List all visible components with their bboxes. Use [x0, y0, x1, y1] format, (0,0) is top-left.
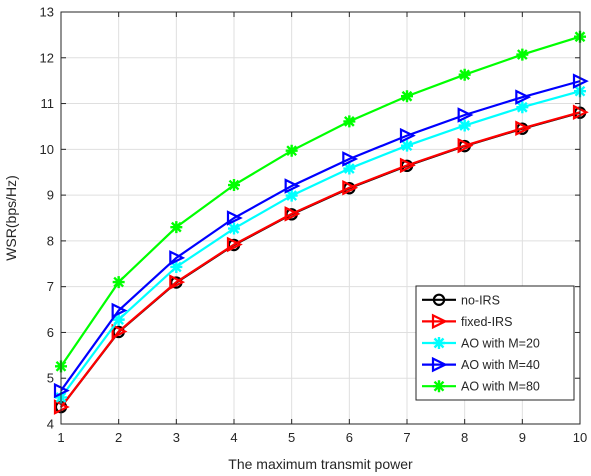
point-marker: [170, 221, 183, 234]
y-tick-label: 7: [47, 279, 54, 294]
y-tick-label: 4: [47, 417, 54, 432]
series-line: [60, 111, 581, 408]
plot-frame: [60, 11, 581, 425]
point-marker: [169, 274, 186, 290]
point-marker: [112, 313, 125, 326]
legend-item: AO with M=20: [422, 337, 540, 351]
point-marker: [285, 189, 298, 202]
legend-label: AO with M=40: [461, 358, 540, 372]
point-marker: [284, 178, 301, 194]
point-marker: [112, 276, 125, 289]
point-marker: [433, 380, 445, 393]
x-tick-label: 10: [573, 430, 587, 445]
x-tick-label: 1: [57, 430, 64, 445]
x-tick-label: 9: [519, 430, 526, 445]
x-tick-label: 4: [230, 430, 237, 445]
point-marker: [343, 162, 356, 175]
point-marker: [228, 222, 240, 235]
point-marker: [515, 89, 532, 105]
point-marker: [457, 107, 474, 123]
series-line: [60, 35, 581, 367]
x-axis-label: The maximum transmit power: [228, 456, 413, 472]
point-marker: [285, 144, 298, 157]
x-tick-label: 6: [346, 430, 353, 445]
point-marker: [516, 101, 529, 114]
x-tick-label: 7: [403, 430, 410, 445]
y-tick-label: 9: [47, 188, 54, 203]
point-marker: [111, 323, 128, 340]
point-marker: [226, 210, 243, 226]
legend-label: fixed-IRS: [461, 315, 512, 329]
y-tick-label: 10: [40, 142, 54, 157]
point-marker: [458, 68, 471, 81]
y-tick-label: 8: [47, 233, 54, 248]
y-axis-label: WSR(bps/Hz): [3, 175, 19, 261]
point-marker: [457, 137, 474, 154]
legend: no-IRS fixed-IRS AO with M=20 AO with M=40 A…: [415, 285, 575, 401]
point-marker: [432, 293, 446, 306]
legend-label: no-IRS: [461, 293, 500, 307]
x-tick-label: 2: [115, 430, 122, 445]
point-marker: [169, 250, 186, 266]
point-marker: [342, 151, 359, 167]
legend-item: fixed-IRS: [422, 313, 512, 330]
point-marker: [399, 127, 416, 144]
point-marker: [516, 48, 529, 61]
series-line: [60, 90, 581, 399]
legend-item: AO with M=40: [422, 356, 540, 373]
point-marker: [458, 119, 471, 132]
point-marker: [170, 260, 183, 273]
point-marker: [342, 180, 359, 196]
point-marker: [401, 139, 413, 152]
y-tick-label: 11: [41, 96, 55, 111]
point-marker: [433, 337, 445, 349]
point-marker: [515, 120, 532, 137]
legend-label: AO with M=80: [461, 380, 540, 394]
point-marker: [431, 356, 448, 373]
point-marker: [401, 90, 413, 103]
series-layer: [53, 30, 589, 415]
x-tick-label: 8: [461, 430, 468, 445]
y-tick-label: 5: [47, 371, 54, 386]
point-marker: [284, 206, 301, 222]
point-marker: [226, 236, 243, 253]
point-marker: [111, 302, 128, 319]
legend-item: AO with M=80: [422, 380, 540, 394]
legend-label: AO with M=20: [461, 337, 540, 351]
y-tick-label: 12: [40, 50, 54, 65]
x-tick-label: 3: [173, 430, 180, 445]
legend-item: no-IRS: [422, 293, 500, 307]
y-tick-label: 13: [40, 5, 54, 20]
point-marker: [228, 179, 240, 192]
x-tick-label: 5: [288, 430, 295, 445]
point-marker: [343, 115, 356, 128]
point-marker: [431, 313, 448, 330]
series-line: [60, 80, 581, 392]
y-tick-label: 6: [47, 325, 54, 340]
point-marker: [399, 157, 416, 174]
